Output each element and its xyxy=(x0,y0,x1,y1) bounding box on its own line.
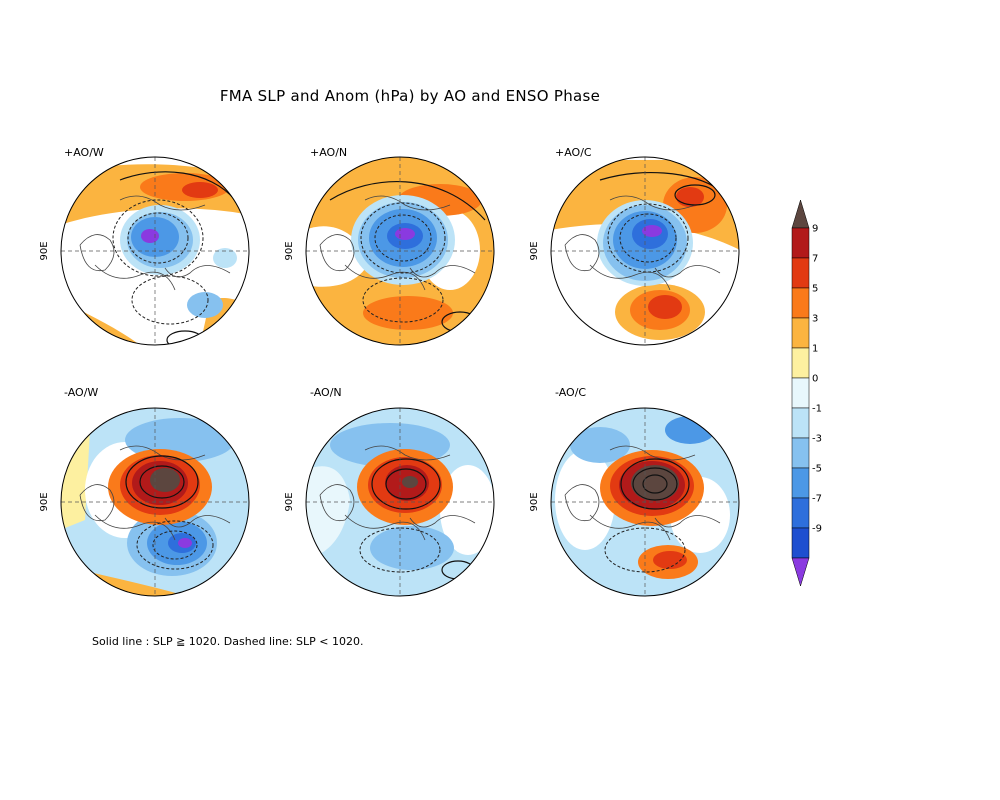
colorbar-swatch xyxy=(791,467,810,499)
map-panel-neg-ao-w: -AO/W 90E xyxy=(39,386,250,597)
panel-label: +AO/N xyxy=(310,146,347,159)
colorbar-swatch xyxy=(791,377,810,409)
map-panel-neg-ao-c: -AO/C 90E xyxy=(529,386,740,597)
map-boundary xyxy=(60,407,250,597)
map-panel-neg-ao-n: -AO/N 90E xyxy=(284,386,495,597)
map-boundary xyxy=(60,156,250,346)
colorbar-tick-label: 5 xyxy=(812,284,818,295)
colorbar-tick-label: 7 xyxy=(812,254,818,265)
lon-label: 90E xyxy=(529,241,540,260)
panel-label: -AO/W xyxy=(64,386,98,399)
anomaly-field xyxy=(61,157,249,345)
colorbar-tip-bottom xyxy=(791,557,810,587)
panel-label: -AO/N xyxy=(310,386,342,399)
lon-label: 90E xyxy=(529,492,540,511)
lon-label: 90E xyxy=(284,241,295,260)
colorbar-tick-label: -5 xyxy=(812,464,822,475)
anomaly-field xyxy=(61,408,249,596)
colorbar-swatch xyxy=(791,227,810,259)
lon-label: 90E xyxy=(39,492,50,511)
colorbar-tick-label: 1 xyxy=(812,344,818,355)
lon-label: 90E xyxy=(39,241,50,260)
colorbar-tick-label: 9 xyxy=(812,224,818,235)
anomaly-field xyxy=(551,408,739,596)
panel-label: +AO/C xyxy=(555,146,592,159)
colorbar-swatch xyxy=(791,437,810,469)
map-boundary xyxy=(550,407,740,597)
map-boundary xyxy=(305,156,495,346)
panel-label: -AO/C xyxy=(555,386,586,399)
figure-title: FMA SLP and Anom (hPa) by AO and ENSO Ph… xyxy=(220,87,600,105)
map-panel-pos-ao-c: +AO/C 90E xyxy=(529,146,740,346)
colorbar-tick-label: -3 xyxy=(812,434,822,445)
map-boundary xyxy=(305,407,495,597)
footnote: Solid line : SLP ≧ 1020. Dashed line: SL… xyxy=(92,635,363,648)
colorbar: 9 7 5 3 1 0 -1 -3 -5 -7 -9 xyxy=(791,199,822,587)
colorbar-swatch xyxy=(791,407,810,439)
panel-label: +AO/W xyxy=(64,146,104,159)
colorbar-tick-label: 0 xyxy=(812,374,818,385)
map-panel-pos-ao-n: +AO/N 90E xyxy=(284,146,495,346)
colorbar-tick-label: 3 xyxy=(812,314,818,325)
map-boundary xyxy=(550,156,740,346)
colorbar-swatch xyxy=(791,527,810,559)
anomaly-field xyxy=(306,157,494,345)
anomaly-field xyxy=(306,408,494,596)
colorbar-swatch xyxy=(791,287,810,319)
colorbar-swatch xyxy=(791,347,810,379)
colorbar-swatch xyxy=(791,317,810,349)
colorbar-tick-label: -9 xyxy=(812,524,822,535)
map-panel-pos-ao-w: +AO/W 90E xyxy=(39,146,250,346)
colorbar-swatch xyxy=(791,257,810,289)
colorbar-tick-label: -1 xyxy=(812,404,822,415)
lon-label: 90E xyxy=(284,492,295,511)
colorbar-swatch xyxy=(791,497,810,529)
anomaly-field xyxy=(551,157,739,345)
colorbar-tip-top xyxy=(791,199,810,229)
colorbar-tick-label: -7 xyxy=(812,494,822,505)
